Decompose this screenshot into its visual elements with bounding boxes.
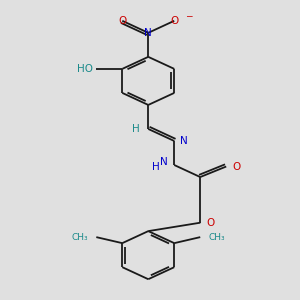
Text: H: H	[152, 162, 160, 172]
Text: CH₃: CH₃	[71, 232, 88, 242]
Text: HO: HO	[77, 64, 93, 74]
Text: O: O	[118, 16, 126, 26]
Text: H: H	[132, 124, 140, 134]
Text: N: N	[160, 157, 168, 167]
Text: N: N	[181, 136, 188, 146]
Text: N: N	[144, 28, 152, 38]
Text: O: O	[206, 218, 215, 228]
Text: CH₃: CH₃	[209, 232, 226, 242]
Text: O: O	[170, 16, 178, 26]
Text: O: O	[232, 161, 241, 172]
Text: −: −	[184, 11, 192, 20]
